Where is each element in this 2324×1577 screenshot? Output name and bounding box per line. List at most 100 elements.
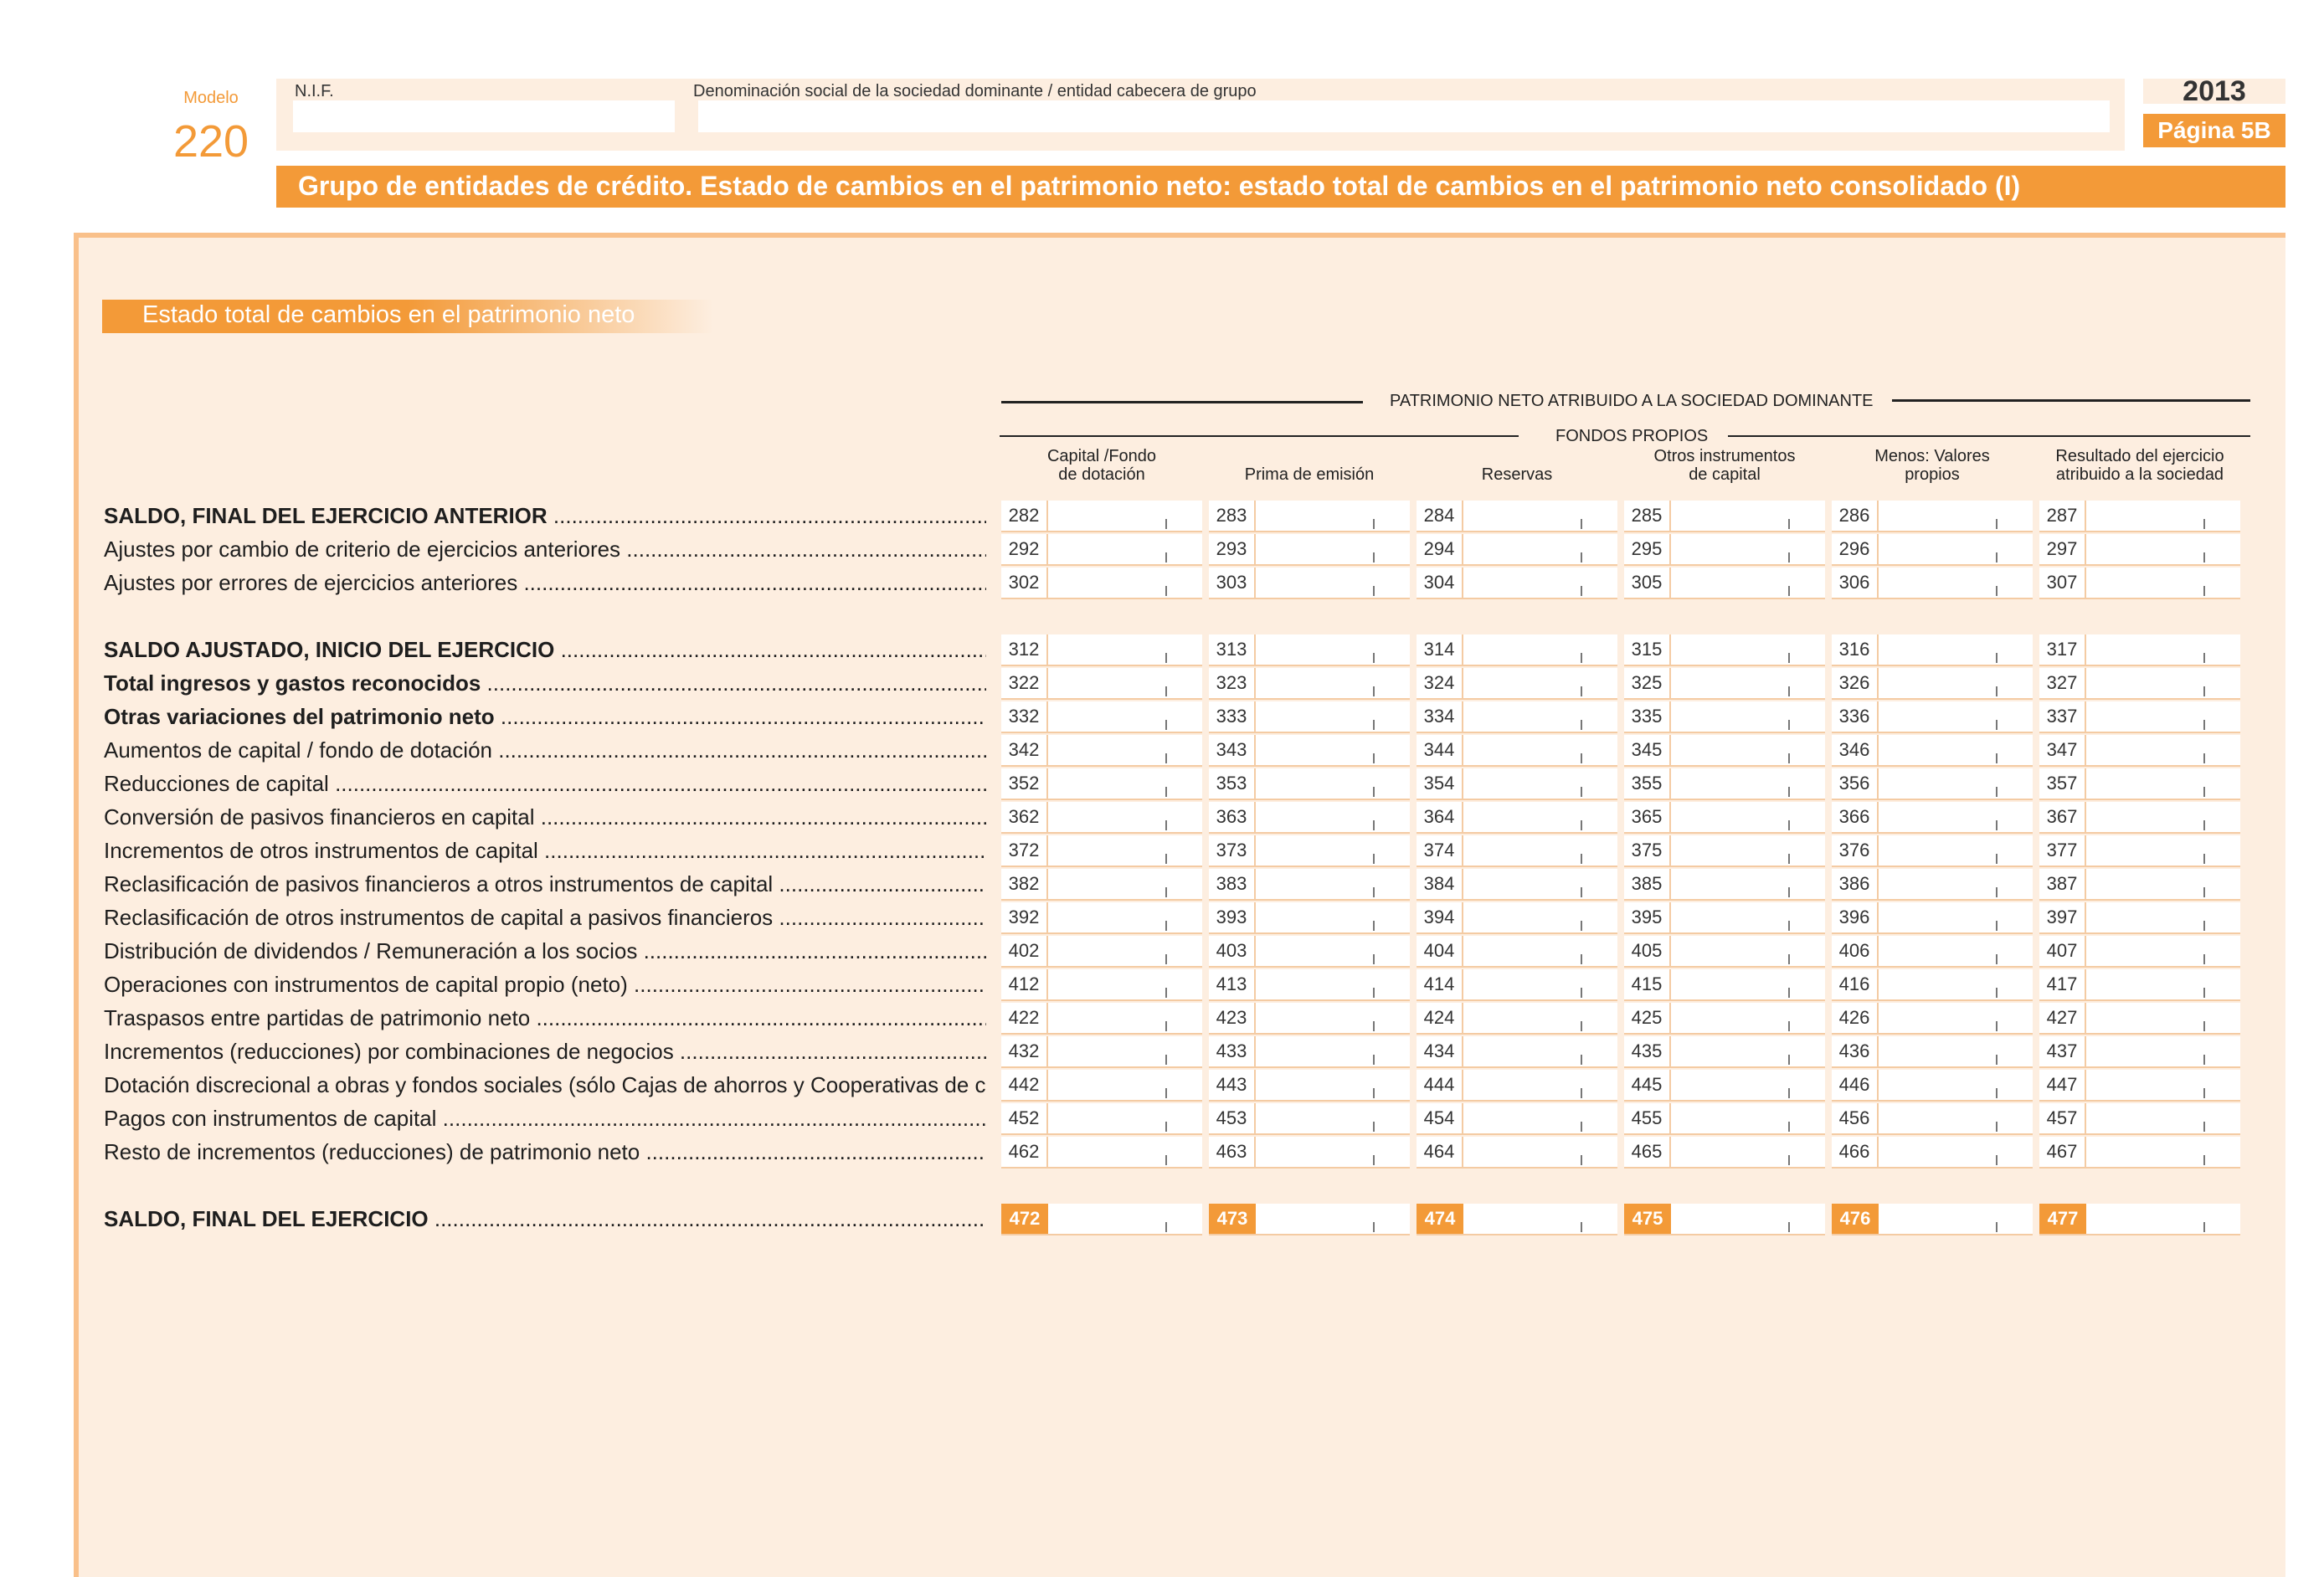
amount-field[interactable]: 302 <box>1001 568 1202 599</box>
amount-field[interactable]: 322 <box>1001 668 1202 700</box>
amount-field[interactable]: 283 <box>1209 501 1410 532</box>
amount-field[interactable]: 295 <box>1624 534 1825 566</box>
amount-field[interactable]: 296 <box>1832 534 2033 566</box>
amount-field[interactable]: 315 <box>1624 634 1825 666</box>
amount-field[interactable]: 292 <box>1001 534 1202 566</box>
amount-field[interactable]: 366 <box>1832 802 2033 834</box>
amount-field[interactable]: 337 <box>2039 701 2240 733</box>
amount-field[interactable]: 463 <box>1209 1137 1410 1169</box>
amount-field[interactable]: 393 <box>1209 902 1410 934</box>
amount-field[interactable]: 363 <box>1209 802 1410 834</box>
amount-field[interactable]: 465 <box>1624 1137 1825 1169</box>
amount-field[interactable]: 422 <box>1001 1003 1202 1035</box>
amount-field[interactable]: 447 <box>2039 1070 2240 1102</box>
amount-field[interactable]: 435 <box>1624 1036 1825 1068</box>
amount-field[interactable]: 462 <box>1001 1137 1202 1169</box>
amount-field[interactable]: 396 <box>1832 902 2033 934</box>
amount-field[interactable]: 444 <box>1417 1070 1617 1102</box>
amount-field[interactable]: 436 <box>1832 1036 2033 1068</box>
amount-field[interactable]: 452 <box>1001 1103 1202 1135</box>
amount-field[interactable]: 405 <box>1624 936 1825 968</box>
amount-field[interactable]: 443 <box>1209 1070 1410 1102</box>
amount-field[interactable]: 367 <box>2039 802 2240 834</box>
amount-field[interactable]: 332 <box>1001 701 1202 733</box>
amount-field[interactable]: 356 <box>1832 768 2033 800</box>
amount-field[interactable]: 395 <box>1624 902 1825 934</box>
amount-field[interactable]: 312 <box>1001 634 1202 666</box>
amount-field[interactable]: 442 <box>1001 1070 1202 1102</box>
amount-field[interactable]: 365 <box>1624 802 1825 834</box>
amount-field[interactable]: 472 <box>1001 1204 1202 1235</box>
amount-field[interactable]: 385 <box>1624 869 1825 901</box>
amount-field[interactable]: 316 <box>1832 634 2033 666</box>
amount-field[interactable]: 357 <box>2039 768 2240 800</box>
amount-field[interactable]: 307 <box>2039 568 2240 599</box>
amount-field[interactable]: 335 <box>1624 701 1825 733</box>
amount-field[interactable]: 326 <box>1832 668 2033 700</box>
amount-field[interactable]: 427 <box>2039 1003 2240 1035</box>
amount-field[interactable]: 345 <box>1624 735 1825 767</box>
amount-field[interactable]: 374 <box>1417 835 1617 867</box>
amount-field[interactable]: 342 <box>1001 735 1202 767</box>
amount-field[interactable]: 432 <box>1001 1036 1202 1068</box>
amount-field[interactable]: 453 <box>1209 1103 1410 1135</box>
amount-field[interactable]: 475 <box>1624 1204 1825 1235</box>
amount-field[interactable]: 445 <box>1624 1070 1825 1102</box>
amount-field[interactable]: 323 <box>1209 668 1410 700</box>
amount-field[interactable]: 343 <box>1209 735 1410 767</box>
amount-field[interactable]: 412 <box>1001 969 1202 1001</box>
amount-field[interactable]: 425 <box>1624 1003 1825 1035</box>
amount-field[interactable]: 372 <box>1001 835 1202 867</box>
amount-field[interactable]: 352 <box>1001 768 1202 800</box>
amount-field[interactable]: 304 <box>1417 568 1617 599</box>
amount-field[interactable]: 423 <box>1209 1003 1410 1035</box>
amount-field[interactable]: 285 <box>1624 501 1825 532</box>
amount-field[interactable]: 433 <box>1209 1036 1410 1068</box>
amount-field[interactable]: 417 <box>2039 969 2240 1001</box>
amount-field[interactable]: 464 <box>1417 1137 1617 1169</box>
amount-field[interactable]: 466 <box>1832 1137 2033 1169</box>
amount-field[interactable]: 467 <box>2039 1137 2240 1169</box>
amount-field[interactable]: 384 <box>1417 869 1617 901</box>
amount-field[interactable]: 382 <box>1001 869 1202 901</box>
amount-field[interactable]: 457 <box>2039 1103 2240 1135</box>
amount-field[interactable]: 454 <box>1417 1103 1617 1135</box>
amount-field[interactable]: 354 <box>1417 768 1617 800</box>
amount-field[interactable]: 404 <box>1417 936 1617 968</box>
amount-field[interactable]: 353 <box>1209 768 1410 800</box>
amount-field[interactable]: 303 <box>1209 568 1410 599</box>
amount-field[interactable]: 364 <box>1417 802 1617 834</box>
amount-field[interactable]: 402 <box>1001 936 1202 968</box>
amount-field[interactable]: 446 <box>1832 1070 2033 1102</box>
denominacion-field[interactable] <box>698 100 2110 132</box>
amount-field[interactable]: 336 <box>1832 701 2033 733</box>
amount-field[interactable]: 287 <box>2039 501 2240 532</box>
amount-field[interactable]: 424 <box>1417 1003 1617 1035</box>
amount-field[interactable]: 437 <box>2039 1036 2240 1068</box>
amount-field[interactable]: 375 <box>1624 835 1825 867</box>
amount-field[interactable]: 414 <box>1417 969 1617 1001</box>
amount-field[interactable]: 455 <box>1624 1103 1825 1135</box>
amount-field[interactable]: 406 <box>1832 936 2033 968</box>
amount-field[interactable]: 347 <box>2039 735 2240 767</box>
amount-field[interactable]: 392 <box>1001 902 1202 934</box>
amount-field[interactable]: 373 <box>1209 835 1410 867</box>
amount-field[interactable]: 286 <box>1832 501 2033 532</box>
amount-field[interactable]: 407 <box>2039 936 2240 968</box>
amount-field[interactable]: 297 <box>2039 534 2240 566</box>
amount-field[interactable]: 314 <box>1417 634 1617 666</box>
amount-field[interactable]: 473 <box>1209 1204 1410 1235</box>
amount-field[interactable]: 293 <box>1209 534 1410 566</box>
amount-field[interactable]: 477 <box>2039 1204 2240 1235</box>
amount-field[interactable]: 362 <box>1001 802 1202 834</box>
amount-field[interactable]: 474 <box>1417 1204 1617 1235</box>
amount-field[interactable]: 294 <box>1417 534 1617 566</box>
amount-field[interactable]: 305 <box>1624 568 1825 599</box>
amount-field[interactable]: 394 <box>1417 902 1617 934</box>
amount-field[interactable]: 344 <box>1417 735 1617 767</box>
amount-field[interactable]: 426 <box>1832 1003 2033 1035</box>
amount-field[interactable]: 377 <box>2039 835 2240 867</box>
amount-field[interactable]: 333 <box>1209 701 1410 733</box>
amount-field[interactable]: 415 <box>1624 969 1825 1001</box>
amount-field[interactable]: 284 <box>1417 501 1617 532</box>
